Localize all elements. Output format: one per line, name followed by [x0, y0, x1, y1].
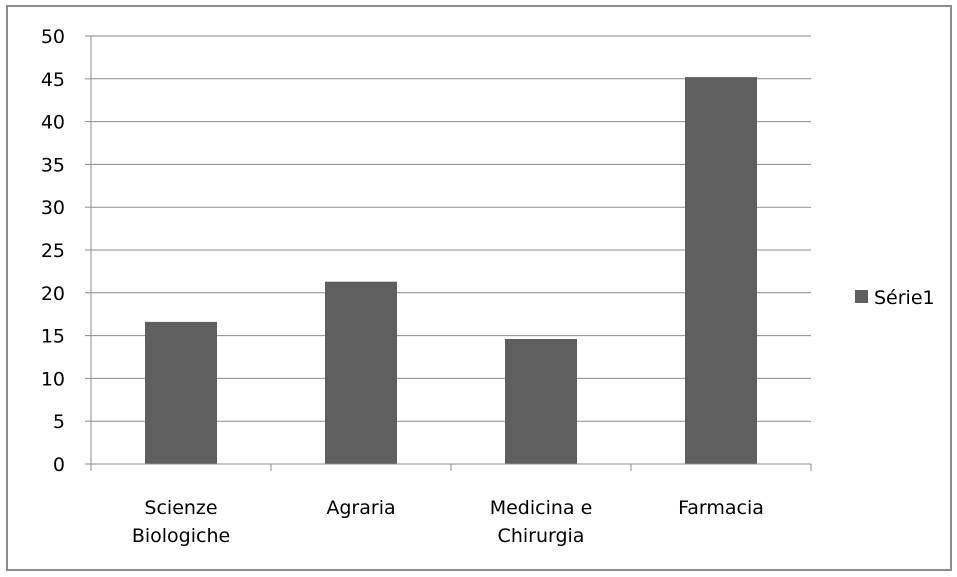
- legend-label: Série1: [874, 287, 935, 309]
- bar: [145, 321, 217, 464]
- legend: Série1: [855, 287, 935, 309]
- y-tick-label: 20: [41, 283, 65, 305]
- y-tick-label: 25: [41, 240, 65, 262]
- x-category-label-line: Scienze: [144, 497, 217, 519]
- chart-frame: [6, 5, 952, 571]
- bar: [685, 77, 757, 464]
- y-tick-label: 30: [41, 197, 65, 219]
- y-tick-label: 10: [41, 368, 65, 390]
- x-axis-category-labels: Scienze Biologiche Agraria Medicina e Chirur…: [132, 497, 764, 547]
- x-category-label-line: Chirurgia: [498, 525, 585, 547]
- bar: [325, 281, 397, 464]
- x-category-label: Agraria: [326, 497, 395, 519]
- y-tick-label: 35: [41, 154, 65, 176]
- x-category-label-line: Biologiche: [132, 525, 230, 547]
- x-category-label-line: Farmacia: [678, 497, 764, 519]
- bars: [145, 77, 757, 464]
- x-category-label-line: Agraria: [326, 497, 395, 519]
- x-category-label: Farmacia: [678, 497, 764, 519]
- legend-swatch: [855, 290, 868, 303]
- bar: [505, 339, 577, 464]
- y-tick-label: 45: [41, 69, 65, 91]
- axes: [85, 35, 812, 471]
- y-tick-label: 0: [53, 454, 65, 476]
- y-tick-label: 5: [53, 411, 65, 433]
- y-tick-label: 15: [41, 326, 65, 348]
- x-category-label: Medicina e Chirurgia: [490, 497, 593, 547]
- y-tick-label: 40: [41, 112, 65, 134]
- x-category-label: Scienze Biologiche: [132, 497, 230, 547]
- x-category-label-line: Medicina e: [490, 497, 593, 519]
- y-axis-tick-labels: 0 5 10 15 20 25 30 35 40 45 50: [41, 26, 65, 476]
- y-tick-label: 50: [41, 26, 65, 48]
